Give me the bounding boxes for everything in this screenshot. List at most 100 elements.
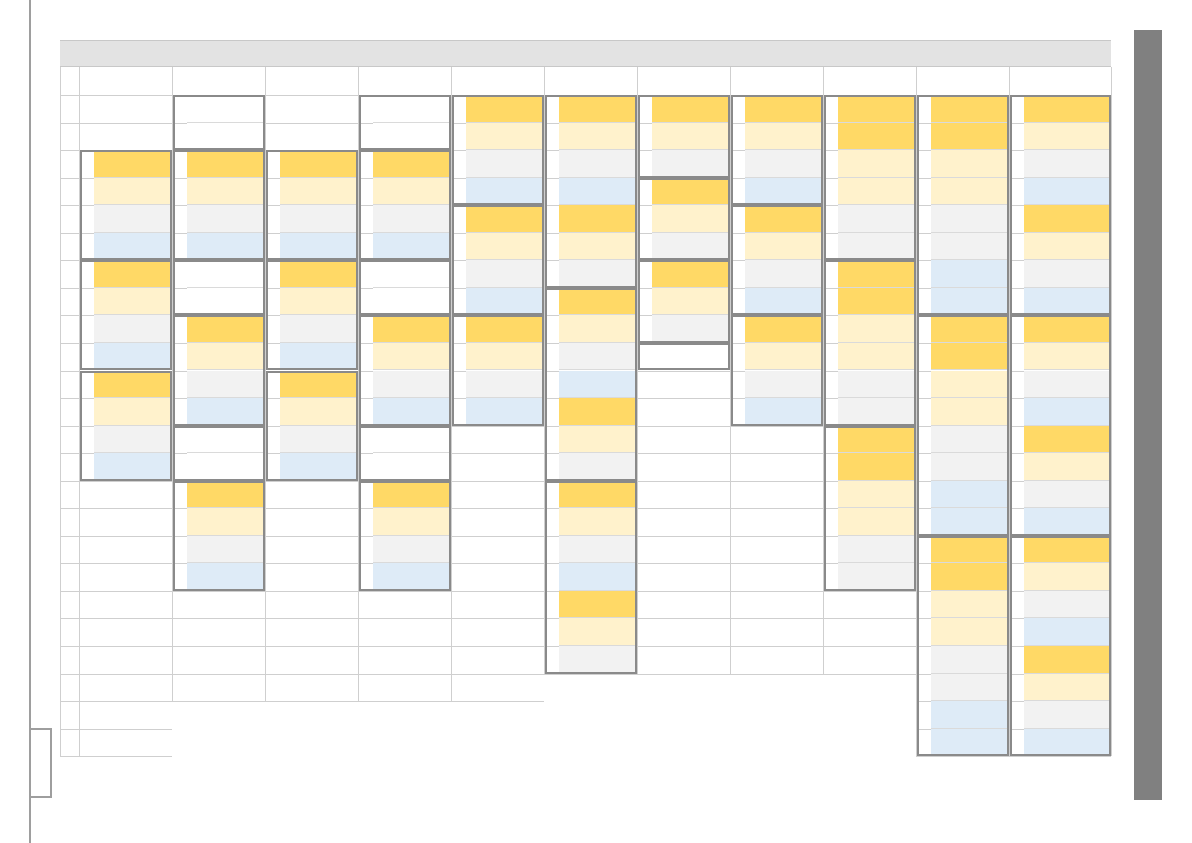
schedule-slot[interactable] [559, 177, 637, 206]
schedule-slot[interactable] [559, 646, 637, 674]
schedule-slot[interactable] [466, 315, 544, 343]
schedule-slot[interactable] [280, 150, 358, 178]
schedule-slot[interactable] [466, 287, 544, 316]
schedule-slot[interactable] [1024, 728, 1111, 757]
schedule-slot[interactable] [745, 122, 823, 151]
schedule-slot[interactable] [94, 260, 172, 288]
schedule-slot[interactable] [745, 150, 823, 178]
schedule-slot[interactable] [745, 342, 823, 371]
schedule-slot[interactable] [931, 95, 1009, 123]
schedule-slot[interactable] [1024, 342, 1111, 371]
schedule-slot[interactable] [466, 177, 544, 206]
schedule-slot[interactable] [745, 315, 823, 343]
schedule-slot[interactable] [652, 205, 730, 233]
schedule-slot[interactable] [559, 480, 637, 509]
schedule-slot[interactable] [559, 205, 637, 233]
schedule-slot[interactable] [559, 508, 637, 536]
schedule-slot[interactable] [94, 205, 172, 233]
schedule-slot[interactable] [94, 150, 172, 178]
schedule-slot[interactable] [1024, 618, 1111, 646]
schedule-slot[interactable] [559, 563, 637, 591]
schedule-slot[interactable] [94, 232, 172, 261]
schedule-slot[interactable] [280, 315, 358, 343]
schedule-slot[interactable] [838, 95, 916, 123]
schedule-slot[interactable] [838, 508, 916, 536]
schedule-slot[interactable] [94, 370, 172, 399]
schedule-slot[interactable] [280, 370, 358, 399]
schedule-slot[interactable] [931, 122, 1009, 151]
schedule-slot[interactable] [1024, 590, 1111, 619]
schedule-slot[interactable] [1024, 535, 1111, 564]
schedule-slot[interactable] [187, 370, 265, 399]
schedule-slot[interactable] [466, 205, 544, 233]
schedule-slot[interactable] [931, 728, 1009, 757]
schedule-slot[interactable] [931, 563, 1009, 591]
schedule-slot[interactable] [373, 480, 451, 509]
schedule-slot[interactable] [373, 205, 451, 233]
schedule-slot[interactable] [931, 260, 1009, 288]
schedule-slot[interactable] [838, 453, 916, 481]
schedule-slot[interactable] [559, 232, 637, 261]
schedule-slot[interactable] [373, 315, 451, 343]
schedule-slot[interactable] [94, 177, 172, 206]
schedule-slot[interactable] [559, 315, 637, 343]
schedule-slot[interactable] [931, 535, 1009, 564]
schedule-slot[interactable] [931, 150, 1009, 178]
schedule-slot[interactable] [466, 260, 544, 288]
schedule-slot[interactable] [373, 563, 451, 591]
schedule-slot[interactable] [931, 701, 1009, 729]
schedule-slot[interactable] [838, 122, 916, 151]
schedule-slot[interactable] [745, 260, 823, 288]
schedule-slot[interactable] [931, 673, 1009, 702]
schedule-slot[interactable] [94, 425, 172, 454]
schedule-slot[interactable] [373, 453, 451, 481]
schedule-slot[interactable] [1024, 150, 1111, 178]
schedule-slot[interactable] [931, 342, 1009, 371]
schedule-slot[interactable] [838, 150, 916, 178]
schedule-slot[interactable] [373, 398, 451, 426]
schedule-slot[interactable] [652, 287, 730, 316]
schedule-slot[interactable] [559, 122, 637, 151]
schedule-slot[interactable] [838, 287, 916, 316]
schedule-slot[interactable] [931, 618, 1009, 646]
schedule-slot[interactable] [373, 508, 451, 536]
schedule-slot[interactable] [838, 177, 916, 206]
schedule-slot[interactable] [1024, 453, 1111, 481]
schedule-slot[interactable] [94, 315, 172, 343]
schedule-slot[interactable] [187, 260, 265, 288]
schedule-slot[interactable] [1024, 701, 1111, 729]
schedule-slot[interactable] [187, 150, 265, 178]
schedule-slot[interactable] [559, 95, 637, 123]
schedule-slot[interactable] [187, 535, 265, 564]
schedule-slot[interactable] [931, 177, 1009, 206]
schedule-slot[interactable] [1024, 398, 1111, 426]
schedule-slot[interactable] [559, 287, 637, 316]
schedule-slot[interactable] [745, 177, 823, 206]
schedule-slot[interactable] [838, 260, 916, 288]
schedule-slot[interactable] [466, 95, 544, 123]
schedule-slot[interactable] [1024, 205, 1111, 233]
schedule-slot[interactable] [466, 122, 544, 151]
schedule-slot[interactable] [1024, 425, 1111, 454]
schedule-slot[interactable] [652, 177, 730, 206]
schedule-slot[interactable] [187, 95, 265, 123]
schedule-slot[interactable] [559, 370, 637, 399]
schedule-slot[interactable] [559, 150, 637, 178]
schedule-slot[interactable] [466, 150, 544, 178]
schedule-slot[interactable] [187, 177, 265, 206]
schedule-slot[interactable] [373, 535, 451, 564]
schedule-slot[interactable] [187, 425, 265, 454]
schedule-slot[interactable] [1024, 480, 1111, 509]
schedule-slot[interactable] [187, 205, 265, 233]
schedule-slot[interactable] [280, 425, 358, 454]
schedule-slot[interactable] [931, 205, 1009, 233]
schedule-slot[interactable] [373, 287, 451, 316]
schedule-slot[interactable] [838, 535, 916, 564]
schedule-slot[interactable] [931, 646, 1009, 674]
schedule-slot[interactable] [745, 95, 823, 123]
schedule-slot[interactable] [838, 205, 916, 233]
schedule-slot[interactable] [931, 398, 1009, 426]
schedule-slot[interactable] [1024, 122, 1111, 151]
schedule-slot[interactable] [652, 342, 730, 371]
schedule-slot[interactable] [280, 177, 358, 206]
